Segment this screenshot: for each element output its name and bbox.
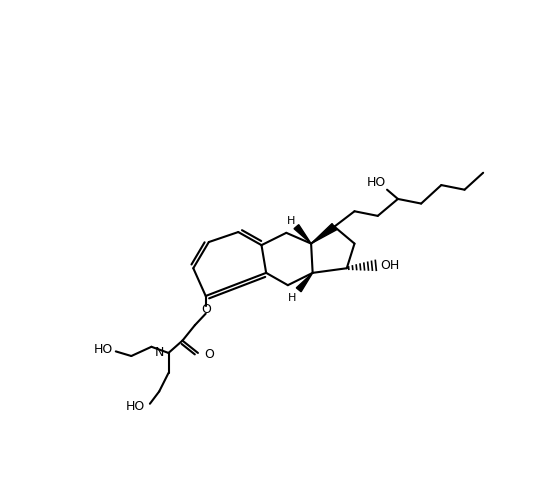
Text: HO: HO (126, 400, 145, 414)
Text: H: H (287, 216, 295, 225)
Text: HO: HO (93, 343, 113, 356)
Polygon shape (296, 273, 313, 292)
Text: OH: OH (380, 259, 399, 271)
Polygon shape (294, 224, 311, 244)
Polygon shape (311, 223, 337, 244)
Text: H: H (288, 293, 296, 302)
Text: HO: HO (366, 175, 385, 189)
Text: O: O (204, 348, 214, 361)
Text: N: N (155, 346, 165, 360)
Text: O: O (201, 303, 211, 317)
